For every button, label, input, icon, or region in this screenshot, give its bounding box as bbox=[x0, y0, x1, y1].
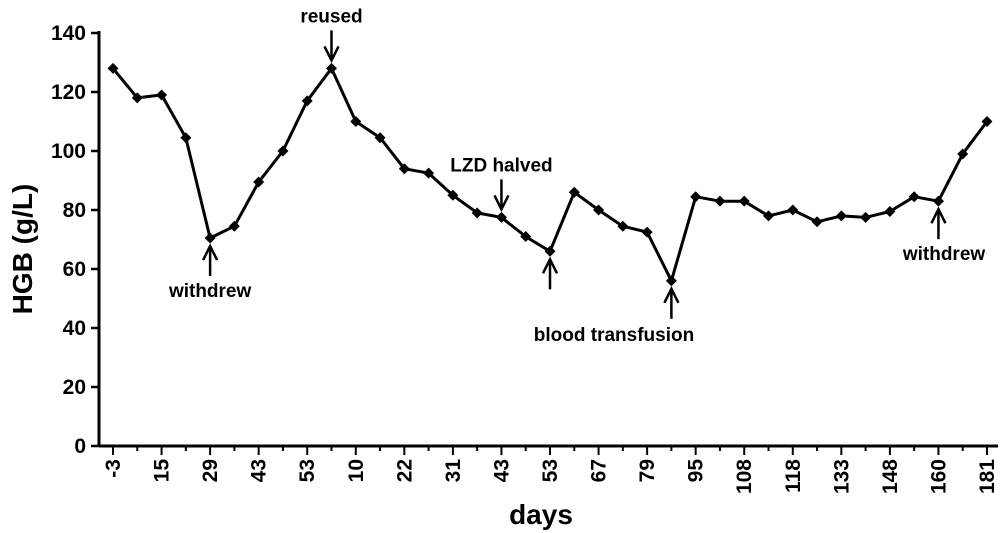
axes bbox=[97, 31, 998, 448]
annotation-label: reused bbox=[300, 6, 362, 27]
data-point bbox=[763, 210, 774, 222]
data-point bbox=[932, 195, 944, 207]
data-point bbox=[495, 211, 507, 223]
data-point bbox=[277, 145, 289, 157]
data-point bbox=[617, 220, 629, 232]
y-tick-label: 140 bbox=[51, 22, 86, 45]
data-point bbox=[326, 62, 337, 74]
data-point bbox=[957, 148, 969, 160]
x-tick-label: 43 bbox=[248, 459, 271, 482]
annotation-label: blood transfusion bbox=[534, 325, 694, 346]
y-tick-label: 0 bbox=[74, 435, 86, 458]
annotation-arrow-head bbox=[323, 45, 340, 64]
annotation-arrow-head bbox=[663, 286, 680, 304]
data-point bbox=[568, 186, 580, 198]
data-point bbox=[787, 204, 799, 216]
annotation-label: withdrew bbox=[902, 244, 986, 265]
y-axis-ticks: 0 20 40 60 80 100 120 140 bbox=[51, 22, 99, 458]
y-tick-label: 120 bbox=[51, 81, 86, 104]
data-point bbox=[228, 220, 240, 232]
data-point bbox=[690, 191, 702, 203]
data-point bbox=[835, 210, 847, 222]
x-tick-label: 181 bbox=[976, 459, 999, 494]
y-tick-label: 80 bbox=[63, 199, 86, 222]
data-point bbox=[301, 95, 313, 107]
data-point bbox=[908, 191, 920, 203]
data-point bbox=[811, 216, 823, 228]
x-tick-label: 160 bbox=[927, 459, 950, 494]
annotations: reused withdrew LZD halved blood transfusio… bbox=[168, 6, 985, 346]
x-tick-label: 29 bbox=[199, 459, 222, 482]
annotation-arrow-head bbox=[930, 206, 947, 224]
annotation-label: LZD halved bbox=[450, 155, 552, 176]
data-point bbox=[204, 232, 216, 244]
annotation-arrow-head bbox=[541, 256, 559, 274]
y-tick-label: 100 bbox=[51, 140, 86, 163]
x-tick-label: 95 bbox=[685, 459, 708, 483]
data-point bbox=[884, 205, 896, 217]
x-tick-label: -3 bbox=[102, 459, 125, 478]
data-point bbox=[641, 226, 653, 238]
series-hgb bbox=[107, 62, 993, 287]
x-tick-label: 79 bbox=[636, 459, 659, 482]
data-point bbox=[423, 167, 435, 179]
data-point bbox=[981, 116, 993, 127]
data-point bbox=[107, 62, 119, 74]
x-tick-label: 67 bbox=[588, 459, 611, 482]
data-point bbox=[471, 207, 483, 219]
x-tick-label: 133 bbox=[830, 459, 853, 494]
x-tick-label: 31 bbox=[442, 459, 465, 483]
y-tick-label: 60 bbox=[63, 258, 86, 281]
x-tick-label: 15 bbox=[151, 459, 174, 483]
data-point bbox=[156, 89, 168, 101]
x-tick-label: 43 bbox=[490, 459, 513, 482]
data-point bbox=[398, 163, 410, 175]
data-point bbox=[665, 275, 677, 287]
data-point bbox=[447, 189, 459, 201]
x-tick-label: 118 bbox=[782, 459, 805, 493]
x-tick-label: 53 bbox=[539, 459, 562, 482]
y-tick-label: 20 bbox=[63, 376, 86, 399]
x-tick-label: 10 bbox=[345, 459, 368, 482]
x-tick-label: 22 bbox=[393, 459, 416, 482]
x-axis-title: days bbox=[509, 499, 573, 530]
annotation-label: withdrew bbox=[168, 281, 252, 302]
data-point bbox=[131, 92, 143, 104]
x-tick-label: 108 bbox=[733, 459, 756, 494]
data-point bbox=[374, 132, 386, 144]
data-point bbox=[544, 245, 556, 257]
annotation-arrow-head bbox=[493, 194, 510, 213]
data-point bbox=[180, 132, 192, 144]
x-tick-label: 148 bbox=[879, 459, 902, 494]
x-tick-label: 53 bbox=[296, 459, 319, 482]
y-axis-title: HGB (g/L) bbox=[7, 184, 38, 315]
data-point bbox=[253, 176, 265, 188]
data-point bbox=[860, 211, 872, 223]
data-point bbox=[714, 195, 726, 207]
data-point bbox=[350, 116, 362, 127]
x-axis-ticks: -3 15 29 43 53 10 22 31 43 53 67 79 95 108 118 133 148 16… bbox=[102, 446, 999, 494]
data-point bbox=[593, 204, 605, 216]
data-point bbox=[520, 231, 532, 243]
annotation-arrow-head bbox=[201, 243, 219, 261]
data-point bbox=[738, 195, 750, 207]
y-tick-label: 40 bbox=[63, 317, 86, 340]
